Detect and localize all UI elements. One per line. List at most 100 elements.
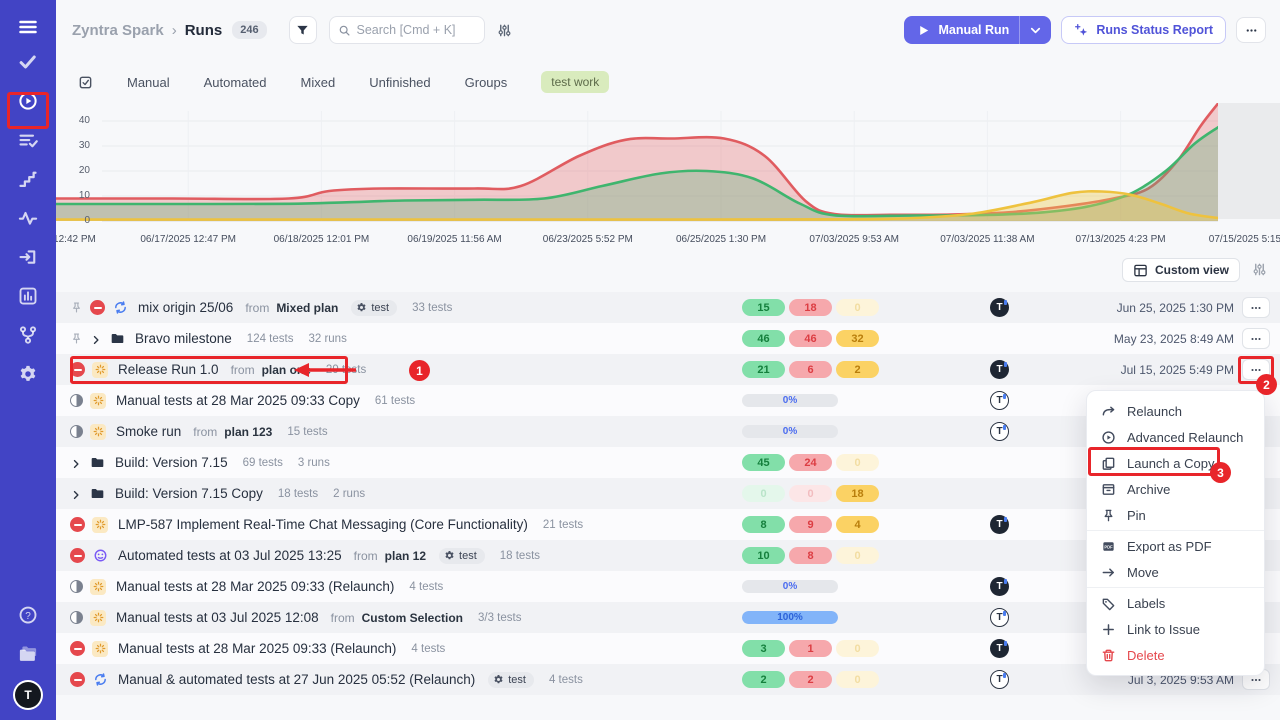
group-row[interactable]: Build: Version 7.15 69 tests 3 runs 45 24 0: [56, 447, 1280, 478]
manual-run-label: Manual Run: [938, 23, 1010, 37]
run-title[interactable]: Manual tests at 28 Mar 2025 09:33 Copy: [116, 393, 360, 408]
run-tag[interactable]: test: [488, 671, 534, 688]
sidebar-item-branch[interactable]: [0, 315, 56, 354]
tab-manual[interactable]: Manual: [127, 74, 170, 90]
run-title[interactable]: mix origin 25/06: [138, 300, 234, 315]
tab-automated[interactable]: Automated: [203, 74, 267, 90]
tab-unfinished[interactable]: Unfinished: [369, 74, 431, 90]
run-row[interactable]: LMP-587 Implement Real-Time Chat Messagi…: [56, 509, 1280, 540]
filter-tag-pill[interactable]: test work: [541, 71, 610, 93]
sidebar-item-menu[interactable]: [0, 0, 56, 42]
source-plan: plan 12: [384, 548, 427, 563]
search-input[interactable]: [356, 23, 476, 37]
run-title[interactable]: Automated tests at 03 Jul 2025 13:25: [118, 548, 342, 563]
menu-item-move[interactable]: Move: [1087, 559, 1264, 585]
more-actions-button[interactable]: [1236, 17, 1266, 43]
menu-item-link-to-issue[interactable]: Link to Issue: [1087, 616, 1264, 642]
runs-status-report-button[interactable]: Runs Status Report: [1061, 16, 1226, 44]
menu-item-launch-a-copy[interactable]: Launch a Copy: [1087, 450, 1264, 476]
menu-item-delete[interactable]: Delete: [1087, 642, 1264, 668]
filter-button[interactable]: [288, 16, 317, 44]
chevron-right-icon[interactable]: [70, 457, 82, 469]
run-row[interactable]: mix origin 25/06 from Mixed plan test 33 tes…: [56, 292, 1280, 323]
sidebar-item-folders[interactable]: [0, 643, 56, 665]
run-title[interactable]: Smoke run: [116, 424, 182, 439]
tab-groups[interactable]: Groups: [464, 74, 508, 90]
assignee-avatar[interactable]: T: [990, 422, 1009, 441]
ellipsis-icon: [1249, 301, 1263, 315]
group-row[interactable]: Bravo milestone 124 tests 32 runs 46 46 32 May…: [56, 323, 1280, 354]
run-row[interactable]: Manual tests at 28 Mar 2025 09:33 (Relau…: [56, 633, 1280, 664]
sparkle-icon: [90, 392, 106, 409]
status-in-progress-icon: [70, 394, 83, 407]
sidebar: ? T: [0, 0, 56, 720]
assignee-avatar[interactable]: T: [990, 391, 1009, 410]
menu-item-export-as-pdf[interactable]: PDF Export as PDF: [1087, 533, 1264, 559]
row-more-button[interactable]: [1242, 297, 1270, 318]
run-tag[interactable]: test: [351, 299, 398, 316]
sidebar-item-play-circle[interactable]: [0, 81, 56, 120]
chevron-right-icon[interactable]: [90, 333, 102, 345]
list-settings-icon[interactable]: [1252, 262, 1267, 277]
row-more-button[interactable]: [1242, 359, 1270, 380]
custom-view-button[interactable]: Custom view: [1121, 258, 1240, 282]
progress-bar: 100%: [742, 611, 838, 624]
gear-icon: [356, 302, 367, 313]
run-row[interactable]: Manual tests at 03 Jul 2025 12:08 from Cus…: [56, 602, 1280, 633]
search-settings-icon[interactable]: [497, 23, 512, 38]
run-row[interactable]: Automated tests at 03 Jul 2025 13:25 from…: [56, 540, 1280, 571]
run-title[interactable]: Build: Version 7.15: [115, 455, 228, 470]
x-axis-tick: 07/03/2025 11:38 AM: [940, 234, 1035, 245]
assignee-avatar[interactable]: T: [990, 298, 1009, 317]
menu-item-relaunch[interactable]: Relaunch: [1087, 398, 1264, 424]
sidebar-item-pulse[interactable]: [0, 198, 56, 237]
assignee-avatar[interactable]: T: [990, 360, 1009, 379]
sidebar-item-check[interactable]: [0, 42, 56, 81]
run-title[interactable]: Manual tests at 28 Mar 2025 09:33 (Relau…: [118, 641, 397, 656]
menu-item-pin[interactable]: Pin: [1087, 502, 1264, 528]
breadcrumb-project[interactable]: Zyntra Spark: [72, 21, 164, 39]
menu-item-advanced-relaunch[interactable]: Advanced Relaunch: [1087, 424, 1264, 450]
manual-run-button[interactable]: Manual Run: [904, 16, 1052, 44]
menu-icon: [18, 16, 38, 36]
sidebar-item-bar-chart[interactable]: [0, 276, 56, 315]
assignee-avatar[interactable]: T: [990, 608, 1009, 627]
chevron-right-icon[interactable]: [70, 488, 82, 500]
run-title[interactable]: LMP-587 Implement Real-Time Chat Messagi…: [118, 517, 528, 532]
assignee-avatar[interactable]: T: [990, 670, 1009, 689]
run-title[interactable]: Bravo milestone: [135, 331, 232, 346]
run-meta: 32 runs: [308, 332, 347, 345]
other-badge: 0: [836, 299, 879, 316]
search-box[interactable]: [328, 16, 485, 44]
user-avatar[interactable]: T: [15, 682, 41, 708]
run-tag[interactable]: test: [439, 547, 485, 564]
breadcrumb-page: Runs: [184, 21, 223, 39]
run-title[interactable]: Manual & automated tests at 27 Jun 2025 …: [118, 672, 476, 687]
tab-mixed[interactable]: Mixed: [300, 74, 336, 90]
run-title[interactable]: Release Run 1.0: [118, 362, 219, 377]
run-row[interactable]: Release Run 1.0 from plan one 29 tests 21 6 2 T…: [56, 354, 1280, 385]
run-title[interactable]: Manual tests at 03 Jul 2025 12:08: [116, 610, 319, 625]
assignee-avatar[interactable]: T: [990, 639, 1009, 658]
sidebar-item-list-check[interactable]: [0, 120, 56, 159]
run-row[interactable]: Manual & automated tests at 27 Jun 2025 …: [56, 664, 1280, 695]
menu-item-archive[interactable]: Archive: [1087, 476, 1264, 502]
group-row[interactable]: Build: Version 7.15 Copy 18 tests 2 runs 0 0…: [56, 478, 1280, 509]
run-row[interactable]: Manual tests at 28 Mar 2025 09:33 Copy 61…: [56, 385, 1280, 416]
menu-item-labels[interactable]: Labels: [1087, 590, 1264, 616]
runs-board-icon[interactable]: [78, 75, 93, 90]
sidebar-item-gear[interactable]: [0, 354, 56, 393]
sparkle-plus-icon: [1074, 23, 1089, 38]
sidebar-item-box-arrow[interactable]: [0, 237, 56, 276]
run-title[interactable]: Build: Version 7.15 Copy: [115, 486, 263, 501]
row-more-button[interactable]: [1242, 328, 1270, 349]
assignee-avatar[interactable]: T: [990, 577, 1009, 596]
run-row[interactable]: Smoke run from plan 123 15 tests 0% T: [56, 416, 1280, 447]
sidebar-item-help[interactable]: ?: [0, 604, 56, 626]
manual-run-dropdown[interactable]: [1020, 23, 1051, 38]
sidebar-item-steps[interactable]: [0, 159, 56, 198]
assignee-avatar[interactable]: T: [990, 515, 1009, 534]
run-title[interactable]: Manual tests at 28 Mar 2025 09:33 (Relau…: [116, 579, 395, 594]
run-row[interactable]: Manual tests at 28 Mar 2025 09:33 (Relau…: [56, 571, 1280, 602]
